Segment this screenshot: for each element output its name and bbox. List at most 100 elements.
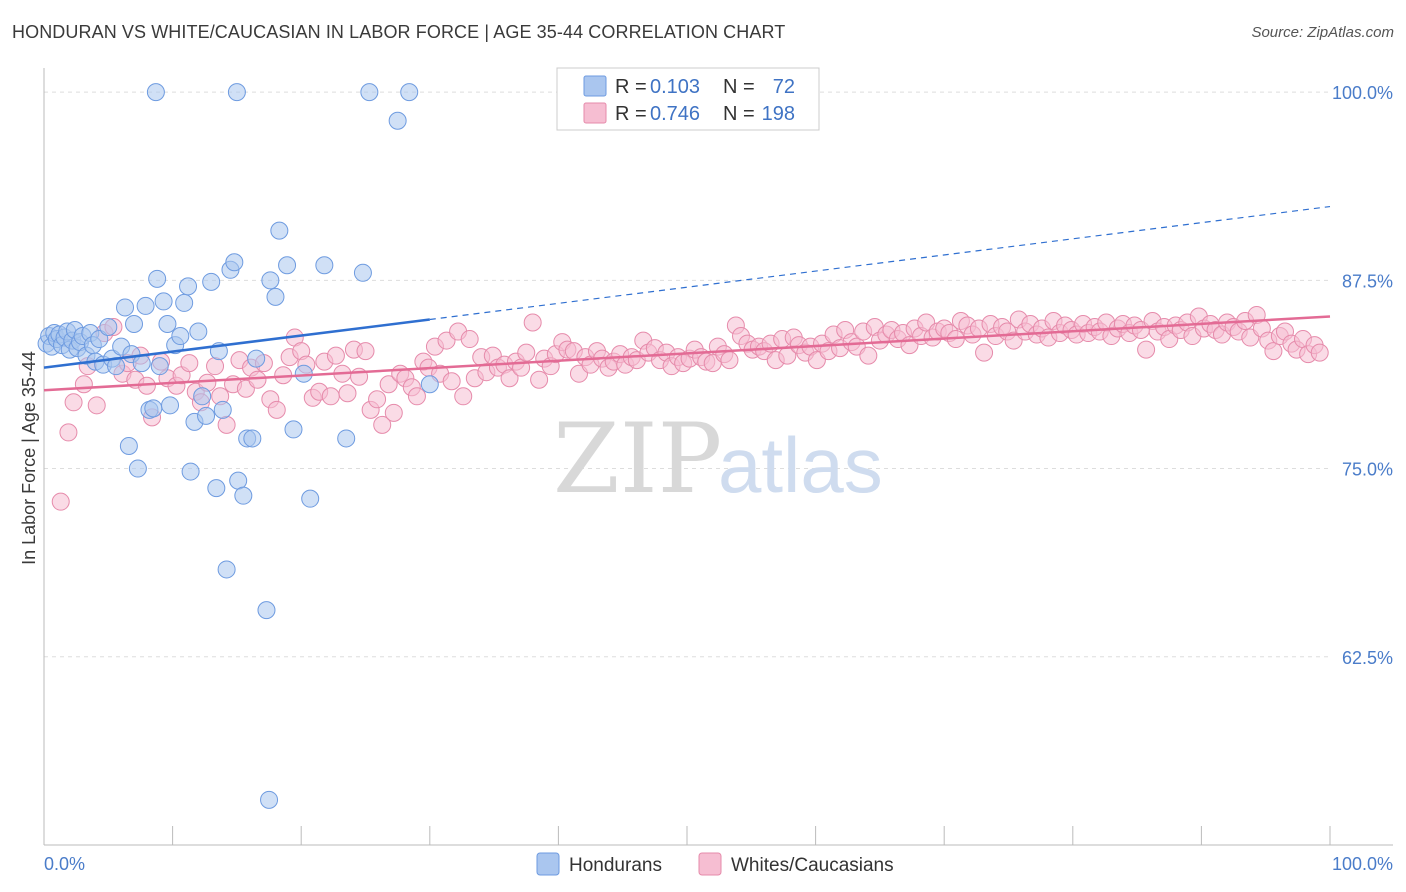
point-white-caucasian bbox=[356, 342, 375, 361]
point-white-caucasian bbox=[1264, 342, 1283, 361]
point-white-caucasian bbox=[460, 330, 479, 349]
point-white-caucasian bbox=[373, 415, 392, 434]
point-honduran bbox=[161, 396, 180, 415]
point-honduran bbox=[171, 327, 190, 346]
trend-line-hondurans bbox=[43, 318, 430, 369]
trend-lines bbox=[43, 205, 1331, 392]
grid-lines bbox=[44, 91, 1330, 658]
point-white-caucasian bbox=[206, 357, 225, 376]
point-white-caucasian bbox=[64, 393, 83, 412]
legend-swatch-hondurans bbox=[583, 75, 607, 97]
legend-r-value-1: 0.103 bbox=[650, 76, 700, 98]
point-honduran bbox=[99, 318, 118, 337]
series-legend: Hondurans Whites/Caucasians bbox=[536, 852, 894, 876]
point-honduran bbox=[146, 83, 165, 102]
point-honduran bbox=[243, 429, 262, 448]
point-honduran bbox=[301, 489, 320, 508]
trend-line-hondurans-extension bbox=[429, 205, 1331, 321]
y-tick-label: 75.0% bbox=[1342, 460, 1393, 480]
legend-r-label-2: R = bbox=[615, 103, 647, 125]
point-honduran bbox=[189, 322, 208, 341]
point-honduran bbox=[213, 400, 232, 419]
axes bbox=[43, 68, 1393, 846]
series-whites-caucasians bbox=[51, 305, 1329, 511]
bottom-legend-swatch-whites bbox=[698, 852, 722, 876]
y-tick-label: 100.0% bbox=[1332, 83, 1393, 103]
watermark-zip: ZIP bbox=[553, 403, 722, 515]
point-white-caucasian bbox=[384, 403, 403, 422]
point-honduran bbox=[90, 330, 109, 349]
point-white-caucasian bbox=[59, 423, 78, 442]
point-honduran bbox=[353, 263, 372, 282]
legend-n-value-1: 72 bbox=[773, 76, 795, 98]
point-honduran bbox=[125, 315, 144, 334]
point-honduran bbox=[229, 471, 248, 490]
point-white-caucasian bbox=[74, 375, 93, 394]
y-axis-title: In Labor Force | Age 35-44 bbox=[19, 351, 39, 565]
point-honduran bbox=[360, 83, 379, 102]
y-tick-label: 87.5% bbox=[1342, 271, 1393, 291]
point-honduran bbox=[136, 296, 155, 315]
point-white-caucasian bbox=[51, 492, 70, 511]
legend-n-label-1: N = bbox=[723, 76, 755, 98]
point-honduran bbox=[119, 436, 138, 455]
point-white-caucasian bbox=[442, 372, 461, 391]
point-white-caucasian bbox=[87, 396, 106, 415]
point-honduran bbox=[148, 269, 167, 288]
legend-swatch-whites bbox=[583, 102, 607, 124]
source-note: Source: ZipAtlas.com bbox=[1251, 24, 1394, 41]
point-white-caucasian bbox=[523, 313, 542, 332]
point-honduran bbox=[294, 364, 313, 383]
point-honduran bbox=[261, 271, 280, 290]
point-honduran bbox=[154, 292, 173, 311]
point-honduran bbox=[278, 256, 297, 275]
point-white-caucasian bbox=[530, 370, 549, 389]
bottom-legend-swatch-hondurans bbox=[536, 852, 560, 876]
point-honduran bbox=[193, 387, 212, 406]
point-white-caucasian bbox=[379, 375, 398, 394]
point-honduran bbox=[150, 357, 169, 376]
trend-line-whites bbox=[43, 315, 1331, 392]
watermark: ZIP atlas bbox=[553, 403, 883, 515]
point-honduran bbox=[270, 221, 289, 240]
point-honduran bbox=[284, 420, 303, 439]
point-honduran bbox=[179, 277, 198, 296]
point-honduran bbox=[202, 272, 221, 291]
point-white-caucasian bbox=[326, 346, 345, 365]
point-honduran bbox=[225, 253, 244, 272]
point-honduran bbox=[197, 406, 216, 425]
legend-r-value-2: 0.746 bbox=[650, 103, 700, 125]
point-honduran bbox=[400, 83, 419, 102]
bottom-legend-whites: Whites/Caucasians bbox=[731, 855, 894, 876]
point-white-caucasian bbox=[1137, 340, 1156, 359]
point-honduran bbox=[181, 462, 200, 481]
point-white-caucasian bbox=[180, 354, 199, 373]
watermark-atlas: atlas bbox=[718, 421, 883, 509]
point-honduran bbox=[116, 298, 135, 317]
legend-n-label-2: N = bbox=[723, 103, 755, 125]
legend-r-label-1: R = bbox=[615, 76, 647, 98]
point-honduran bbox=[227, 83, 246, 102]
point-honduran bbox=[260, 790, 279, 809]
point-honduran bbox=[158, 315, 177, 334]
y-tick-label: 62.5% bbox=[1342, 648, 1393, 668]
point-white-caucasian bbox=[975, 343, 994, 362]
point-white-caucasian bbox=[1310, 343, 1329, 362]
bottom-legend-hondurans: Hondurans bbox=[569, 855, 662, 876]
point-white-caucasian bbox=[217, 415, 236, 434]
point-white-caucasian bbox=[368, 390, 387, 409]
point-honduran bbox=[247, 349, 266, 368]
x-tick-label-max: 100.0% bbox=[1332, 854, 1393, 874]
x-tick-label-min: 0.0% bbox=[44, 854, 85, 874]
point-honduran bbox=[207, 479, 226, 498]
point-honduran bbox=[337, 429, 356, 448]
series-hondurans bbox=[37, 83, 439, 809]
point-white-caucasian bbox=[267, 400, 286, 419]
y-tick-labels: 62.5% 75.0% 87.5% 100.0% bbox=[1332, 83, 1393, 668]
point-white-caucasian bbox=[517, 343, 536, 362]
point-honduran bbox=[175, 293, 194, 312]
point-honduran bbox=[234, 486, 253, 505]
point-white-caucasian bbox=[454, 387, 473, 406]
point-white-caucasian bbox=[720, 351, 739, 370]
